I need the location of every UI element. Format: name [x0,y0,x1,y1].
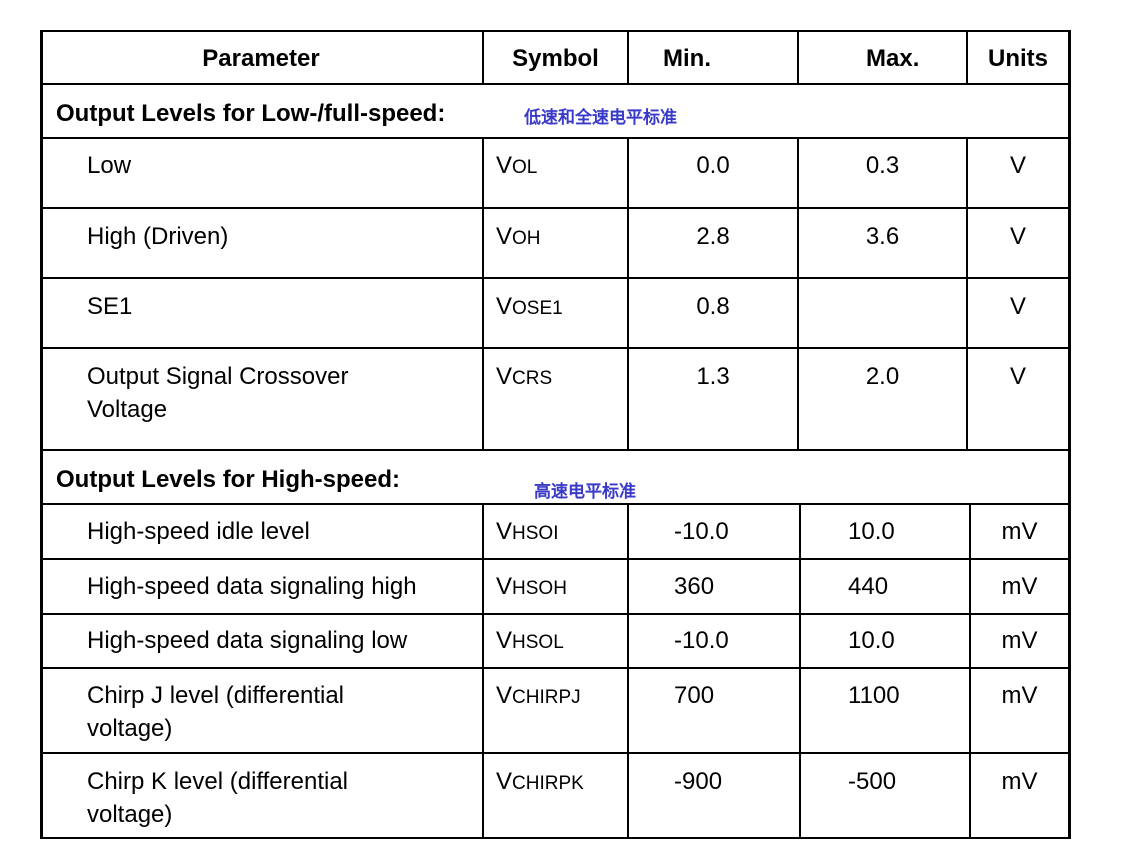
param-cell: High-speed data signaling low [87,627,408,654]
symbol-cell: VCHIRPK [496,768,584,795]
symbol-cell: VHSOI [496,518,559,545]
column-divider [797,30,799,85]
table-border-top [40,30,1070,32]
min-cell: 0.8 [696,293,730,320]
max-cell: 440 [848,573,889,600]
units-cell: V [1009,223,1026,250]
table-border-bottom [40,837,1070,839]
max-cell: -500 [848,768,897,795]
param-cell: Output Signal Crossover [87,363,349,390]
header-symbol: Symbol [512,45,599,72]
units-cell: V [1009,152,1026,179]
column-divider [482,30,484,85]
units-cell: mV [1001,682,1038,709]
section-note-high-speed: 高速电平标准 [534,482,636,502]
row-divider [40,137,1070,139]
min-cell: 360 [674,573,715,600]
column-divider [799,503,801,839]
column-divider [482,503,484,839]
column-divider [482,137,484,451]
symbol-cell: VOH [496,223,541,250]
max-cell: 3.6 [865,223,900,250]
header-parameter: Parameter [202,45,320,72]
column-divider [797,137,799,451]
row-divider [40,558,1070,560]
param-cell-line2: Voltage [87,396,168,423]
min-cell: 2.8 [696,223,730,250]
column-divider [969,503,971,839]
units-cell: mV [1001,627,1038,654]
max-cell: 1100 [848,682,900,709]
param-cell: High (Driven) [87,223,229,250]
header-max: Max. [866,45,920,72]
param-cell-line2: voltage) [87,801,173,828]
param-cell: Chirp K level (differential [87,768,349,795]
units-cell: V [1009,363,1026,390]
param-cell: High-speed data signaling high [87,573,417,600]
row-divider [40,449,1070,451]
row-divider [40,277,1070,279]
param-cell: Low [87,152,132,179]
units-cell: mV [1001,768,1038,795]
symbol-cell: VHSOH [496,573,567,600]
column-divider [627,137,629,451]
section-title-high-speed: Output Levels for High-speed: [56,466,401,493]
header-units: Units [988,45,1048,72]
param-cell: SE1 [87,293,133,320]
min-cell: -10.0 [674,627,729,654]
header-min: Min. [663,45,711,72]
column-divider [966,30,968,85]
section-title-low-full-speed: Output Levels for Low-/full-speed: [56,100,446,127]
units-cell: V [1009,293,1026,320]
param-cell: Chirp J level (differential [87,682,345,709]
units-cell: mV [1001,573,1038,600]
units-cell: mV [1001,518,1038,545]
column-divider [627,503,629,839]
row-divider [40,613,1070,615]
param-cell-line2: voltage) [87,715,173,742]
param-cell: High-speed idle level [87,518,310,545]
min-cell: 700 [674,682,715,709]
symbol-cell: VOSE1 [496,293,563,320]
min-cell: 1.3 [696,363,730,390]
row-divider [40,667,1070,669]
table-border-right [1068,30,1071,839]
table-border-left [40,30,43,839]
spec-table: Parameter Symbol Min. Max. Units Output … [40,30,1071,840]
min-cell: -900 [674,768,723,795]
symbol-cell: VCRS [496,363,553,390]
min-cell: -10.0 [674,518,729,545]
column-divider [966,137,968,451]
row-divider [40,752,1070,754]
symbol-cell: VCHIRPJ [496,682,581,709]
max-cell: 10.0 [848,627,895,654]
max-cell: 2.0 [865,363,900,390]
row-divider [40,347,1070,349]
row-divider [40,503,1070,505]
row-divider [40,83,1070,85]
section-note-low-full-speed: 低速和全速电平标准 [524,108,677,128]
symbol-cell: VOL [496,152,538,179]
column-divider [627,30,629,85]
max-cell: 0.3 [865,152,900,179]
symbol-cell: VHSOL [496,627,564,654]
max-cell: 10.0 [848,518,895,545]
min-cell: 0.0 [696,152,730,179]
row-divider [40,207,1070,209]
